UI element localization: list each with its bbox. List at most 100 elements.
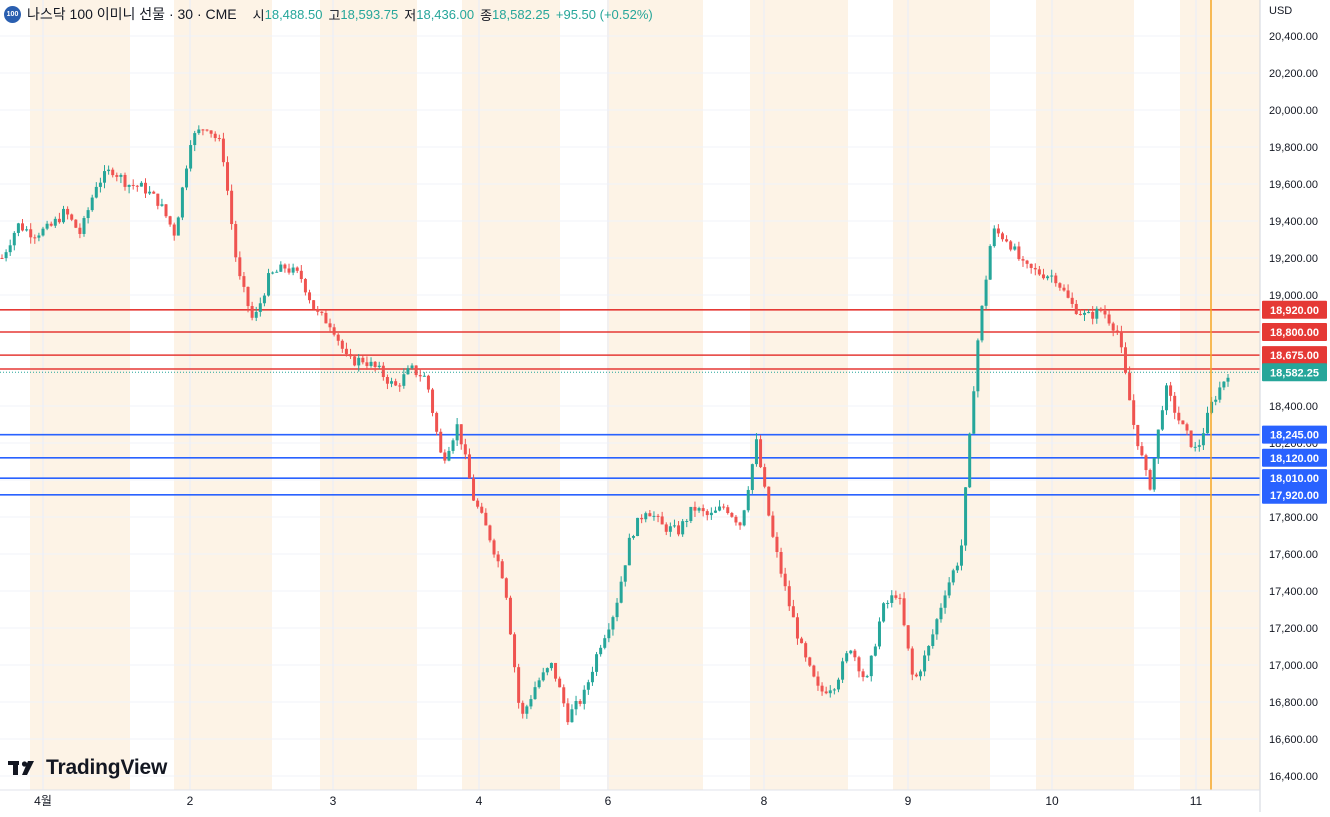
candle-body (480, 506, 484, 513)
time-tick-label: 4 (476, 794, 483, 808)
candle-body (242, 276, 246, 287)
candle-body (927, 645, 931, 656)
candle-body (320, 311, 324, 313)
resistance-tag-0 (1262, 300, 1327, 319)
candle-body (783, 573, 787, 587)
time-axis[interactable]: 4월 2 3 4 6 8 9 10 11 (0, 789, 1260, 808)
candle-body (361, 357, 365, 363)
candle-body (1160, 410, 1164, 430)
candle-body (180, 187, 184, 218)
candle-body (303, 279, 307, 293)
candle-body (943, 595, 947, 608)
candle-body (545, 668, 549, 673)
candle-body (176, 217, 180, 236)
symbol-title[interactable]: 나스닥 100 이미니 선물 · 30 · CME (27, 6, 237, 22)
support-tag-2 (1262, 469, 1327, 488)
candle-body (459, 424, 463, 445)
candle-body (529, 699, 533, 707)
candle-body (115, 175, 119, 177)
price-axis[interactable]: 16,400.00 16,600.00 16,800.00 17,000.00 17,2… (1269, 31, 1318, 783)
candle-body (49, 223, 53, 226)
candle-body (344, 348, 348, 355)
candle-body (463, 444, 467, 455)
candle-body (935, 619, 939, 635)
candle-body (804, 643, 808, 658)
candle-body (726, 507, 730, 514)
candle-body (800, 638, 804, 644)
candle-body (656, 515, 660, 517)
price-tick-label: 16,600.00 (1269, 734, 1318, 746)
candle-body (759, 439, 763, 468)
candle-body (1156, 429, 1160, 459)
candle-body (185, 168, 189, 188)
price-tick-label: 18,400.00 (1269, 401, 1318, 413)
candle-body (537, 680, 541, 688)
candle-body (271, 272, 275, 274)
candle-body (390, 381, 394, 384)
candle-body (209, 130, 213, 134)
candle-body (849, 650, 853, 654)
candle-body (549, 662, 553, 669)
support-tag-1 (1262, 448, 1327, 467)
currency-label[interactable]: USD (1269, 5, 1293, 17)
session-shade-0 (30, 0, 130, 790)
candle-body (217, 138, 221, 140)
candle-body (1185, 424, 1189, 431)
candle-body (845, 653, 849, 662)
candle-body (8, 245, 12, 253)
candle-body (287, 268, 291, 273)
candle-body (750, 464, 754, 490)
candle-body (82, 218, 86, 234)
candle-body (586, 682, 590, 690)
candle-body (832, 689, 836, 691)
candle-body (168, 216, 172, 225)
candle-body (713, 510, 717, 513)
candle-body (472, 478, 476, 501)
horizontal-levels[interactable] (0, 308, 1260, 496)
candle-body (504, 578, 508, 598)
candle-body (1181, 420, 1185, 425)
candle-body (742, 510, 746, 526)
candle-body (226, 162, 230, 191)
candle-body (291, 267, 295, 273)
tradingview-logo[interactable]: TradingView (8, 756, 167, 780)
candle-body (615, 602, 619, 618)
candle-body (349, 354, 353, 357)
candle-body (820, 685, 824, 692)
candle-body (62, 208, 66, 223)
candle-body (1046, 276, 1050, 279)
close-label: 종 (480, 7, 493, 23)
candle-body (611, 617, 615, 630)
candle-body (914, 674, 918, 677)
candle-body (1005, 239, 1009, 242)
candle-body (1222, 381, 1226, 388)
candle-body (836, 679, 840, 690)
candle-body (828, 690, 832, 694)
session-shading (30, 0, 1260, 790)
candle-body (574, 701, 578, 710)
candle-body (238, 257, 242, 277)
candle-body (582, 689, 586, 704)
candle-body (603, 638, 607, 648)
candle-body (672, 525, 676, 527)
candle-body (521, 702, 525, 714)
price-axis-background[interactable] (1260, 0, 1330, 812)
price-tick-label: 17,000.00 (1269, 660, 1318, 672)
candle-body (381, 365, 385, 378)
candle-body (295, 267, 299, 271)
candle-body (340, 340, 344, 349)
candle-body (37, 235, 41, 238)
symbol-logo-icon[interactable]: 100 (4, 5, 21, 23)
candle-body (533, 687, 537, 700)
candle-body (668, 526, 672, 532)
candle-body (25, 229, 29, 231)
candle-body (406, 368, 410, 375)
candle-body (316, 308, 320, 312)
candle-body (865, 676, 869, 678)
candle-body (1099, 308, 1103, 311)
candle-body (1009, 241, 1013, 250)
candle-body (566, 703, 570, 723)
candle-body (964, 487, 968, 546)
